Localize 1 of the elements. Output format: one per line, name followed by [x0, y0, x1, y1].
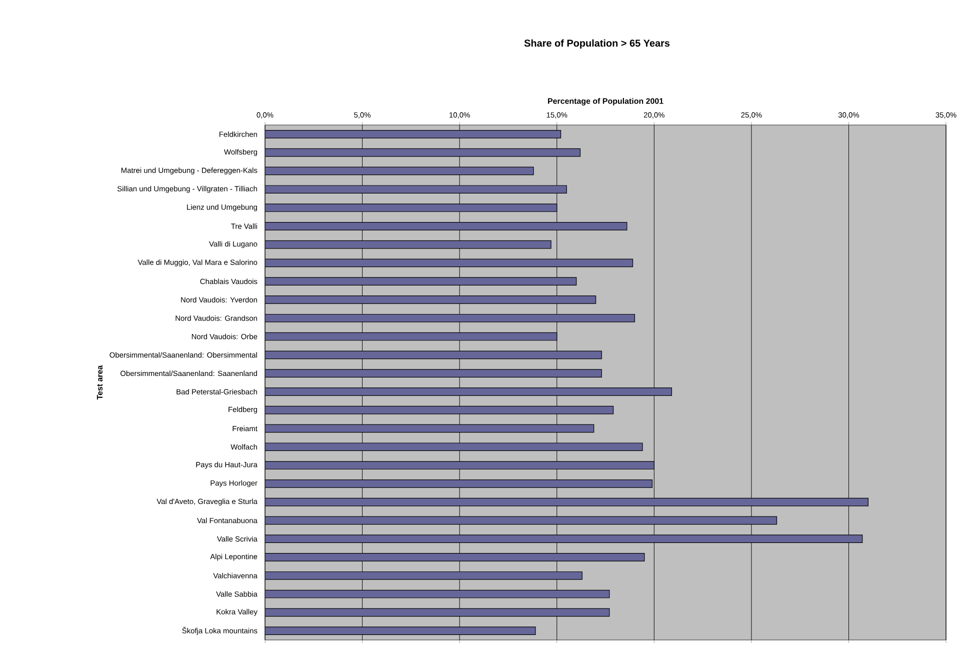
chart-title: Share of Population > 65 Years [524, 39, 670, 49]
